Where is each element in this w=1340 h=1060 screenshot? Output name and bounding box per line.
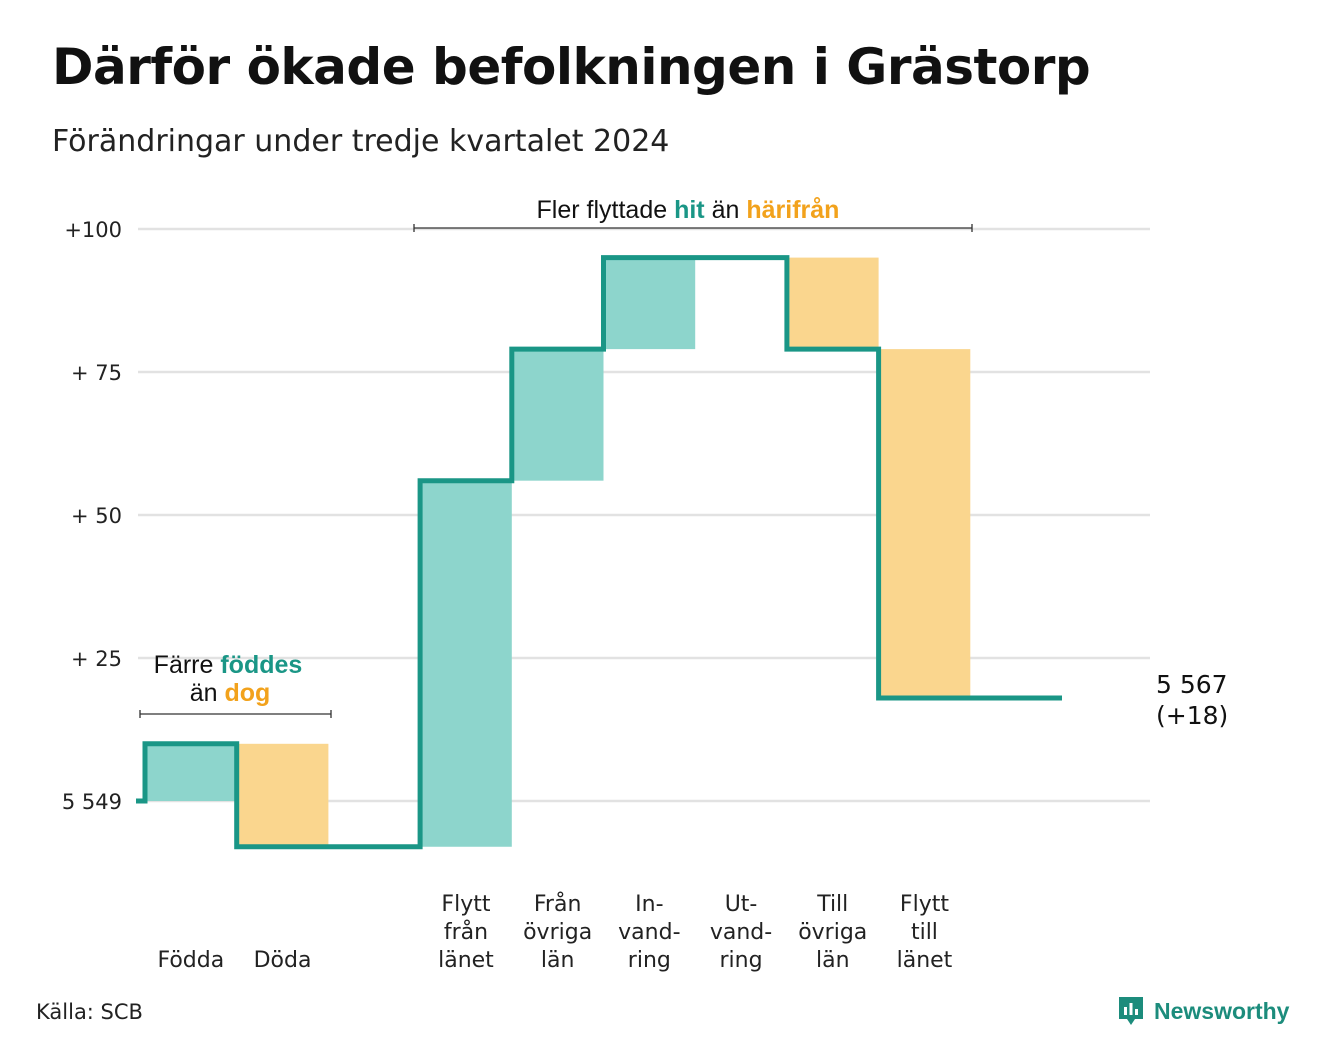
migration-bracket <box>413 224 973 232</box>
x-category-label: In- <box>635 892 663 917</box>
births-annotation-line2: än dog <box>190 679 271 707</box>
x-category-label: Från <box>534 891 582 917</box>
x-category-label: övriga <box>523 920 592 945</box>
x-category-label: länet <box>438 948 494 973</box>
waterfall-bar <box>878 349 971 699</box>
y-tick-label: +100 <box>64 218 122 242</box>
chart-subtitle: Förändringar under tredje kvartalet 2024 <box>52 124 670 159</box>
x-category-label: Till <box>816 892 848 917</box>
x-category-label: övriga <box>798 920 867 945</box>
x-category-label: ring <box>628 948 671 973</box>
x-category-label: Födda <box>157 948 224 973</box>
waterfall-bar <box>420 480 512 847</box>
population-step-line <box>136 255 1062 850</box>
waterfall-bar <box>511 349 604 481</box>
x-category-label: från <box>444 919 488 945</box>
waterfall-bar <box>603 257 696 350</box>
x-category-label: vand- <box>618 920 680 945</box>
waterfall-bar <box>236 743 329 847</box>
newsworthy-logo: Newsworthy <box>1116 994 1289 1028</box>
x-category-label: vand- <box>710 920 772 945</box>
source-note: Källa: SCB <box>36 1000 143 1024</box>
waterfall-bar <box>786 257 879 350</box>
chart-title: Därför ökade befolkningen i Grästorp <box>52 38 1091 96</box>
x-category-label: länet <box>897 948 953 973</box>
newsworthy-logo-icon <box>1119 997 1143 1025</box>
x-category-label: Flytt <box>900 892 949 917</box>
births-annotation-line1: Färre föddes <box>154 651 303 679</box>
x-category-label: län <box>541 948 575 973</box>
migration-annotation: Fler flyttade hit än härifrån <box>537 196 840 224</box>
y-tick-label: + 25 <box>71 647 122 671</box>
x-category-label: till <box>911 920 938 945</box>
waterfall-bar <box>145 743 237 801</box>
end-value-label: 5 567 <box>1156 670 1228 699</box>
births-bracket <box>139 710 332 718</box>
y-tick-label: + 50 <box>71 504 122 528</box>
x-category-label: ring <box>720 948 763 973</box>
x-category-label: Flytt <box>441 892 490 917</box>
x-category-label: län <box>816 948 850 973</box>
end-change-label: (+18) <box>1156 701 1228 730</box>
newsworthy-logo-text: Newsworthy <box>1154 997 1290 1024</box>
y-tick-label: + 75 <box>71 361 122 385</box>
y-tick-label: 5 549 <box>62 790 122 814</box>
x-category-label: Döda <box>254 948 312 973</box>
x-category-label: Ut- <box>725 892 758 917</box>
